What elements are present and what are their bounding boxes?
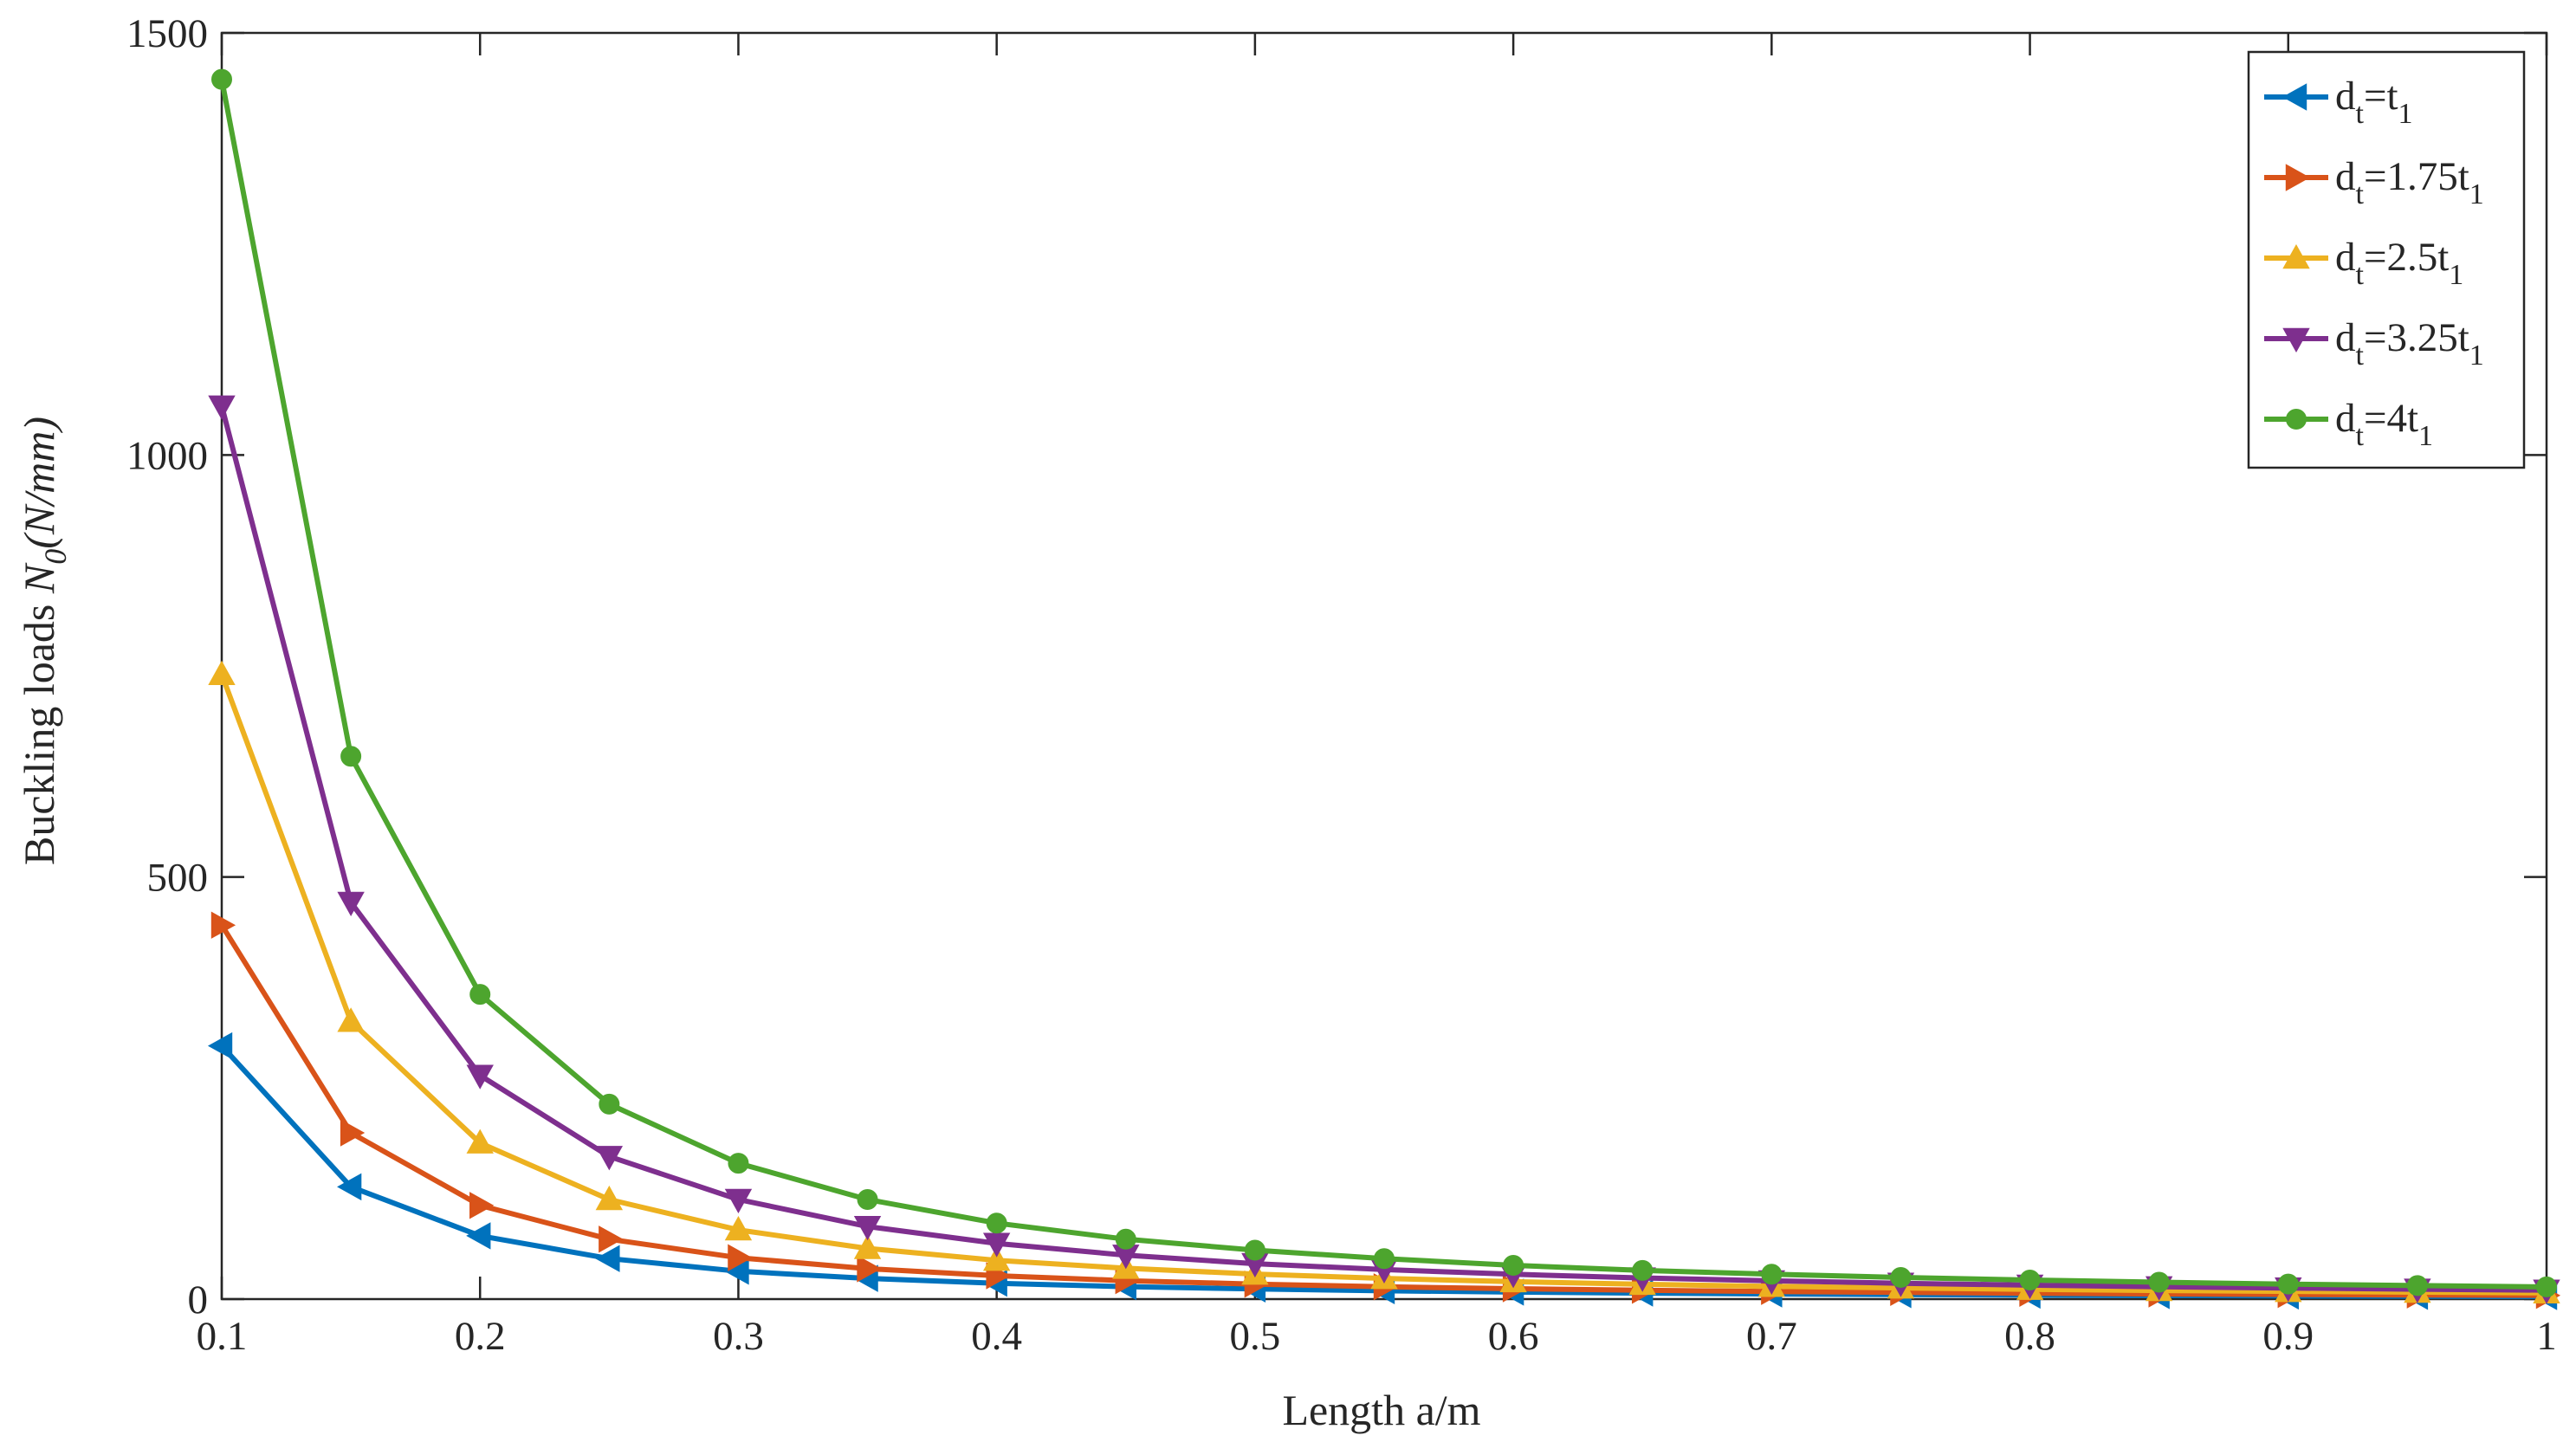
data-point — [1761, 1264, 1783, 1285]
legend-label: dt=4t1 — [2335, 396, 2433, 452]
legend-label: dt=1.75t1 — [2335, 154, 2484, 210]
legend-swatch-marker — [2286, 409, 2307, 430]
data-point — [337, 891, 365, 916]
x-tick-label: 0.7 — [1746, 1314, 1797, 1359]
data-point — [1244, 1239, 1265, 1261]
y-tick-label: 1500 — [126, 11, 208, 56]
data-point — [466, 1128, 494, 1154]
x-tick-label: 0.2 — [455, 1314, 506, 1359]
data-point — [469, 984, 491, 1006]
data-point — [1890, 1266, 1912, 1288]
series-layer — [207, 68, 2561, 1310]
y-tick-label: 0 — [188, 1277, 209, 1322]
data-point — [2277, 1273, 2299, 1295]
legend-item: dt=3.25t1 — [2264, 315, 2484, 372]
data-point — [2148, 1271, 2170, 1293]
data-point — [210, 911, 236, 939]
x-tick-label: 0.4 — [971, 1314, 1022, 1359]
data-point — [599, 1225, 624, 1253]
data-point — [340, 746, 362, 767]
y-axis-title-symbol: N — [15, 562, 63, 594]
y-axis-title: Buckling loads N0(N/mm) — [15, 417, 73, 865]
data-point — [466, 1064, 494, 1090]
data-point — [595, 1185, 624, 1211]
legend-item: dt=t1 — [2264, 74, 2413, 130]
data-point — [728, 1244, 753, 1271]
x-tick-label: 0.6 — [1488, 1314, 1539, 1359]
data-point — [207, 1031, 233, 1060]
y-axis-title-symbol-sub: 0 — [38, 549, 73, 565]
data-point — [2019, 1269, 2041, 1290]
legend-item: dt=4t1 — [2264, 396, 2433, 452]
data-point — [2536, 1276, 2557, 1297]
legend-swatch-marker — [2282, 243, 2310, 269]
data-point — [211, 68, 232, 90]
data-point — [1374, 1248, 1395, 1270]
x-tick-label: 1 — [2536, 1314, 2557, 1359]
legend-item: dt=2.5t1 — [2264, 235, 2463, 291]
data-point — [728, 1153, 749, 1174]
legend-swatch-marker — [2282, 83, 2307, 111]
data-point — [595, 1146, 624, 1171]
data-point — [208, 660, 236, 685]
legend-label: dt=3.25t1 — [2335, 315, 2484, 372]
data-point — [337, 1173, 362, 1201]
data-point — [724, 1216, 753, 1241]
data-point — [595, 1245, 620, 1272]
x-axis: 0.1 0.2 0.3 0.4 0.5 0.6 0.7 0.8 0.9 1 — [197, 33, 2557, 1359]
legend-label: dt=2.5t1 — [2335, 235, 2463, 291]
data-point — [982, 1232, 1011, 1258]
data-point — [208, 395, 236, 420]
x-tick-label: 0.5 — [1230, 1314, 1281, 1359]
data-point — [466, 1222, 491, 1250]
y-axis-title-unit: (N/mm) — [15, 417, 63, 549]
data-point — [857, 1188, 878, 1210]
y-tick-label: 500 — [147, 856, 209, 901]
x-tick-label: 0.1 — [197, 1314, 248, 1359]
legend-swatch-marker — [2285, 164, 2311, 191]
data-point — [853, 1234, 882, 1259]
x-tick-label: 0.9 — [2262, 1314, 2314, 1359]
data-point — [853, 1215, 882, 1241]
x-axis-title: Length a/m — [1282, 1386, 1480, 1434]
data-point — [1632, 1259, 1654, 1281]
y-tick-label: 1000 — [126, 433, 208, 478]
y-axis-title-prefix: Buckling loads — [15, 593, 63, 865]
data-point — [986, 1212, 1007, 1234]
data-point — [1115, 1228, 1136, 1250]
data-point — [1503, 1255, 1524, 1277]
x-tick-label: 0.8 — [2004, 1314, 2055, 1359]
x-tick-label: 0.3 — [713, 1314, 764, 1359]
data-point — [982, 1246, 1011, 1271]
legend-swatch-marker — [2282, 327, 2310, 353]
y-axis: 0 500 1000 1500 — [126, 11, 2547, 1322]
data-point — [724, 1188, 753, 1214]
legend-label: dt=t1 — [2335, 74, 2413, 130]
data-point — [2406, 1275, 2428, 1297]
series-5 — [211, 68, 2557, 1297]
data-point — [469, 1192, 495, 1219]
data-point — [337, 1007, 365, 1032]
data-point — [857, 1255, 882, 1283]
legend: dt=t1 dt=1.75t1 dt=2.5t1 dt=3.25t1 dt=4t1 — [2247, 50, 2526, 469]
legend-item: dt=1.75t1 — [2264, 154, 2484, 210]
data-point — [340, 1119, 366, 1147]
data-point — [599, 1093, 620, 1115]
